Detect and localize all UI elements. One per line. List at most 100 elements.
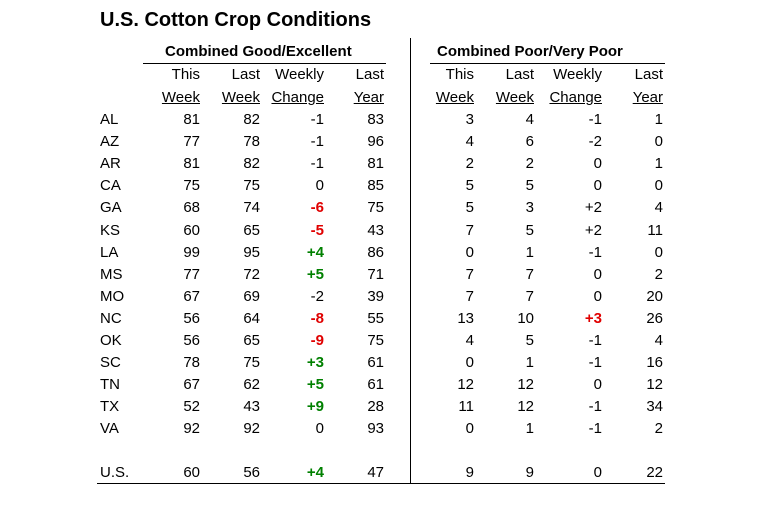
cell: 13 — [457, 309, 474, 327]
cell: -1 — [588, 332, 602, 349]
cell: 83 — [367, 111, 384, 128]
cell: 5 — [525, 177, 534, 195]
cell: 39 — [367, 287, 384, 305]
state-label: KS — [100, 221, 121, 239]
cell: 5 — [525, 332, 534, 349]
group-header: Combined Good/Excellent — [165, 43, 352, 60]
cell: +9 — [306, 398, 324, 416]
cell: 11 — [458, 398, 474, 416]
cell: 65 — [243, 221, 260, 239]
cell: 95 — [243, 243, 260, 261]
group-header: Combined Poor/Very Poor — [437, 43, 623, 60]
cell: 85 — [367, 177, 384, 195]
cell: 77 — [183, 133, 200, 151]
cell: 75 — [183, 177, 200, 195]
cell: 61 — [367, 376, 384, 394]
cell: 43 — [367, 221, 384, 239]
cell: 11 — [647, 221, 663, 239]
cell: 81 — [183, 155, 200, 173]
cell: 75 — [243, 354, 260, 372]
cell: 60 — [183, 221, 200, 239]
column-header: Year — [353, 89, 384, 106]
state-label: AR — [100, 155, 121, 173]
cell: 0 — [315, 420, 324, 438]
column-header: Week — [161, 89, 200, 106]
cell: 3 — [465, 111, 474, 128]
cell: 56 — [183, 332, 200, 349]
cell: 0 — [465, 420, 474, 438]
cell: 78 — [243, 133, 260, 151]
cell: 34 — [646, 398, 663, 416]
cell: 4 — [654, 199, 663, 217]
column-header: Week — [221, 89, 260, 106]
cell: 82 — [243, 111, 260, 128]
column-header: Weekly — [275, 66, 324, 83]
column-header: Year — [632, 89, 663, 106]
column-header: Last — [634, 66, 663, 83]
cell: 82 — [243, 155, 260, 173]
column-header: Change — [549, 89, 602, 106]
cell: 78 — [183, 354, 200, 372]
cell: -6 — [310, 199, 324, 217]
cell: -1 — [310, 133, 324, 151]
rule — [97, 483, 665, 484]
cell: 81 — [183, 111, 200, 128]
cell: 0 — [654, 133, 663, 151]
cell: 0 — [654, 243, 663, 261]
cell: -1 — [310, 155, 324, 173]
cell: 0 — [654, 177, 663, 195]
cell: 10 — [517, 309, 534, 327]
state-label: AZ — [100, 133, 120, 151]
column-header: Last — [505, 66, 534, 83]
cell: 93 — [367, 420, 384, 438]
cell: 6 — [525, 133, 534, 151]
state-label: MO — [100, 287, 125, 305]
cell: 4 — [465, 332, 474, 349]
cell: 7 — [525, 265, 534, 283]
cell: 1 — [654, 111, 663, 128]
cell: 92 — [183, 420, 200, 438]
cell: 4 — [465, 133, 474, 151]
cell: 75 — [367, 199, 384, 217]
state-label: CA — [100, 177, 121, 195]
cell: 0 — [593, 265, 602, 283]
cell: 72 — [243, 265, 260, 283]
cell: 75 — [367, 332, 384, 349]
cell: -1 — [588, 243, 602, 261]
cell: 7 — [465, 221, 474, 239]
state-label: LA — [100, 243, 119, 261]
cell: 2 — [654, 420, 663, 438]
cell: +2 — [584, 199, 602, 217]
cell: 92 — [243, 420, 260, 438]
cell: -2 — [310, 287, 324, 305]
column-header: Week — [435, 89, 474, 106]
cell: +3 — [306, 354, 324, 372]
cell: 0 — [593, 155, 602, 173]
cell: 4 — [525, 111, 534, 128]
cell: -1 — [588, 398, 602, 416]
cell: 2 — [654, 265, 663, 283]
cell: 0 — [593, 287, 602, 305]
cell: 5 — [525, 221, 534, 239]
cell: 67 — [183, 287, 200, 305]
cell: +2 — [584, 221, 602, 239]
cell: -9 — [310, 332, 324, 349]
cell: 26 — [646, 309, 663, 327]
cell: 5 — [465, 199, 474, 217]
state-label: AL — [100, 111, 119, 128]
rule — [143, 63, 386, 64]
cell: 1 — [525, 354, 534, 372]
cell: 9 — [465, 464, 474, 481]
state-label: VA — [100, 420, 119, 438]
cell: 43 — [243, 398, 260, 416]
cell: +5 — [306, 376, 324, 394]
cell: 1 — [654, 155, 663, 173]
cell: 9 — [525, 464, 534, 481]
cell: 1 — [525, 243, 534, 261]
cell: 64 — [243, 309, 260, 327]
cell: +4 — [306, 464, 324, 481]
cell: 74 — [243, 199, 260, 217]
state-label: NC — [100, 309, 122, 327]
cell: -1 — [588, 354, 602, 372]
